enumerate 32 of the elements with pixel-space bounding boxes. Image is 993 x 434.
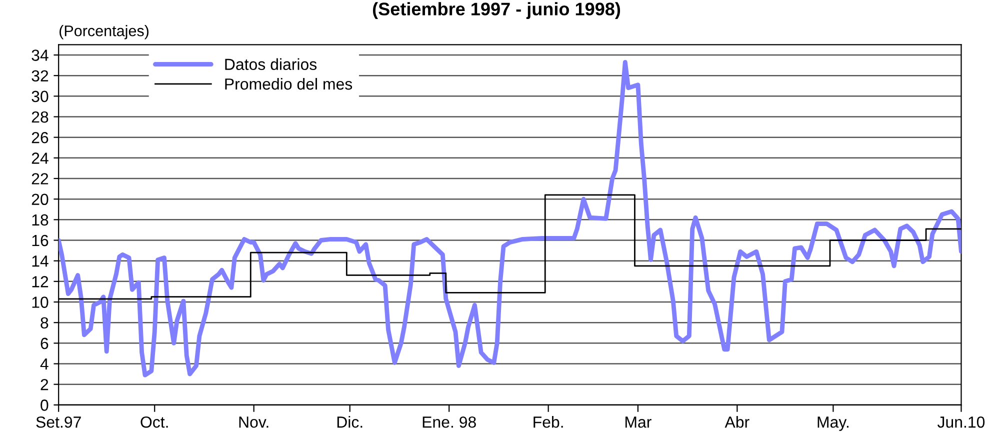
y-tick-label: 16 — [32, 234, 48, 246]
y-tick-label: 12 — [32, 276, 48, 288]
legend-label: Promedio del mes — [225, 78, 352, 90]
x-tick-label: Mar — [625, 416, 652, 428]
y-tick-label: 2 — [40, 378, 48, 390]
y-tick-label: 30 — [32, 90, 48, 102]
y-tick-label: 24 — [32, 152, 48, 164]
y-tick-label: 26 — [32, 132, 48, 144]
y-tick-label: 8 — [40, 317, 48, 329]
y-tick-label: 34 — [32, 50, 48, 61]
x-tick-label: Feb. — [534, 416, 563, 428]
y-axis-title: (Porcentajes) — [60, 25, 148, 40]
x-tick-label: Set.97 — [36, 416, 81, 428]
y-tick-label: 10 — [32, 296, 48, 308]
y-tick-label: 32 — [32, 70, 48, 82]
x-tick-label: May. — [818, 416, 848, 431]
y-tick-label: 22 — [32, 173, 48, 184]
x-tick-label: Jun.10 — [938, 416, 985, 428]
y-tick-label: 20 — [32, 194, 48, 206]
x-tick-label: Oct. — [140, 416, 168, 428]
y-tick-label: 18 — [32, 214, 48, 226]
x-tick-label: Abr — [724, 416, 750, 428]
x-tick-label: Dic. — [337, 416, 362, 428]
y-tick-label: 0 — [40, 400, 48, 411]
chart-title: (Setiembre 1997 - junio 1998) — [372, 2, 620, 19]
y-tick-label: 4 — [40, 358, 48, 370]
y-tick-label: 28 — [32, 111, 48, 123]
x-tick-label: Nov. — [239, 416, 268, 428]
legend-label: Datos diarios — [225, 58, 317, 70]
y-tick-label: 6 — [40, 338, 48, 350]
x-tick-label: Ene. 98 — [422, 416, 476, 428]
y-tick-label: 14 — [32, 256, 48, 267]
